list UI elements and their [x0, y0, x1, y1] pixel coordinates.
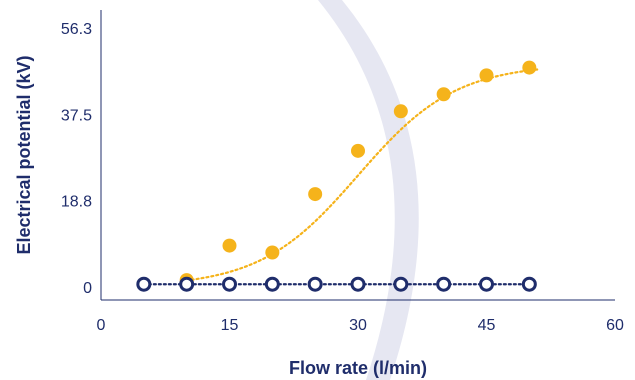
x-tick-label: 45 [478, 317, 496, 334]
y-axis-title: Electrical potential (kV) [14, 55, 34, 254]
plot-area [136, 60, 539, 292]
y-tick-label: 18.8 [61, 194, 92, 211]
series-1-point [522, 60, 537, 75]
y-tick-label: 37.5 [61, 107, 92, 124]
series-2-point [521, 276, 537, 292]
series-1-point [265, 245, 280, 260]
series-1-point [351, 143, 365, 158]
series-2-point [264, 276, 280, 292]
x-tick-labels: 0 15 30 45 60 [97, 317, 624, 334]
series-2-point [222, 276, 237, 292]
x-tick-label: 30 [349, 317, 367, 334]
x-tick-label: 0 [97, 317, 106, 334]
x-tick-label: 60 [606, 317, 624, 334]
x-axis-title: Flow rate (l/min) [289, 358, 427, 378]
series-2-point [479, 276, 494, 292]
decorative-background-band [318, 0, 419, 380]
series-1-trend-line [185, 68, 539, 282]
y-tick-label: 0 [83, 280, 92, 297]
x-tick-label: 15 [221, 317, 239, 334]
series-2-point [179, 276, 195, 292]
series-2-point [436, 276, 452, 292]
y-tick-labels: 0 18.8 37.5 56.3 [61, 21, 92, 297]
series-1-point [479, 68, 494, 83]
series-1-point [308, 187, 323, 202]
series-1-point [436, 87, 451, 102]
y-tick-label: 56.3 [61, 21, 92, 38]
series-2-point [350, 276, 366, 292]
series-1-point [393, 104, 408, 119]
series-2-point [136, 276, 152, 292]
series-2-point [393, 276, 409, 292]
series-1-point [222, 238, 237, 253]
series-2-point [307, 276, 323, 292]
